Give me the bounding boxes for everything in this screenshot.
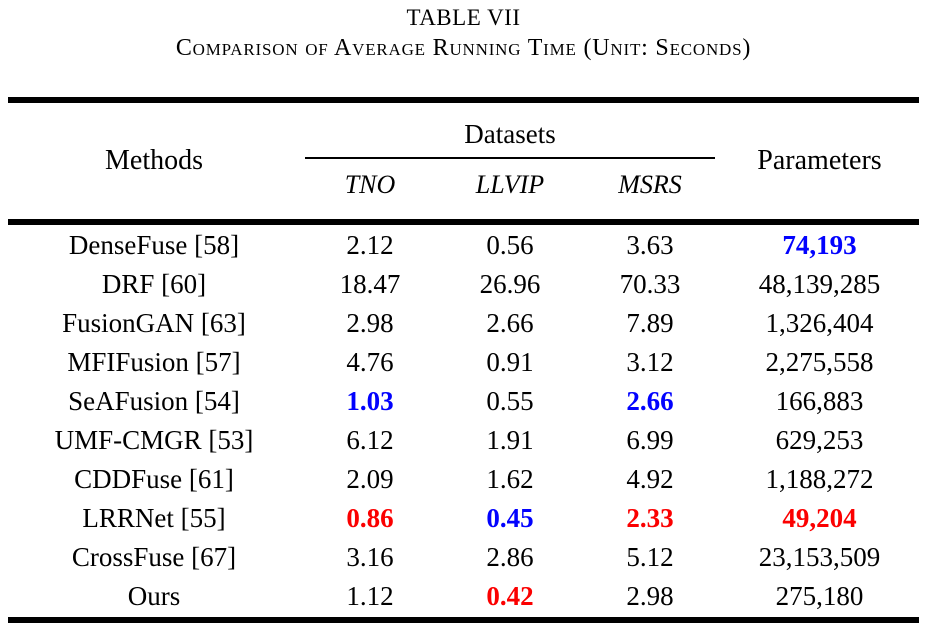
value-cell: 1.03 xyxy=(346,386,394,416)
methods-column-header: Methods xyxy=(105,145,203,176)
dataset-subheaders: TNO LLVIP MSRS xyxy=(300,159,720,211)
table-row: CrossFuse [67] 3.16 2.86 5.12 23,153,509 xyxy=(8,538,919,577)
table-row: CDDFuse [61] 2.09 1.62 4.92 1,188,272 xyxy=(8,460,919,499)
value-cell: 74,193 xyxy=(782,230,857,260)
value-cell: 1,326,404 xyxy=(765,308,874,338)
column-header-llvip: LLVIP xyxy=(475,170,545,199)
value-cell: 6.99 xyxy=(626,425,674,455)
datasets-group-rule xyxy=(305,157,715,159)
value-cell: 4.76 xyxy=(346,347,394,377)
value-cell: 2.66 xyxy=(486,308,534,338)
value-cell: 2.86 xyxy=(486,542,534,572)
table-row: SeAFusion [54] 1.03 0.55 2.66 166,883 xyxy=(8,382,919,421)
value-cell: 18.47 xyxy=(339,269,401,299)
value-cell: 26.96 xyxy=(479,269,541,299)
value-cell: 275,180 xyxy=(775,581,864,611)
method-cell: FusionGAN [63] xyxy=(62,308,246,338)
value-cell: 2.12 xyxy=(346,230,394,260)
table-row: UMF-CMGR [53] 6.12 1.91 6.99 629,253 xyxy=(8,421,919,460)
parameters-column-header: Parameters xyxy=(757,145,882,176)
bottom-rule xyxy=(8,617,919,623)
value-cell: 0.42 xyxy=(486,581,534,611)
value-cell: 5.12 xyxy=(626,542,674,572)
value-cell: 166,883 xyxy=(775,386,864,416)
mid-rule xyxy=(8,219,919,225)
method-cell: CDDFuse [61] xyxy=(74,464,234,494)
method-cell: LRRNet [55] xyxy=(82,503,226,533)
value-cell: 3.16 xyxy=(346,542,394,572)
value-cell: 0.56 xyxy=(486,230,534,260)
table-caption-text: Comparison of Average Running Time (Unit… xyxy=(175,35,752,61)
value-cell: 2.66 xyxy=(626,386,674,416)
value-cell: 1.62 xyxy=(486,464,534,494)
value-cell: 0.55 xyxy=(486,386,534,416)
value-cell: 70.33 xyxy=(619,269,681,299)
results-table: DenseFuse [58] 2.12 0.56 3.63 74,193 DRF [60]… xyxy=(8,226,919,616)
value-cell: 629,253 xyxy=(775,425,864,455)
table-body: DenseFuse [58] 2.12 0.56 3.63 74,193 DRF [60]… xyxy=(8,226,919,616)
table-caption-block: TABLE VII Comparison of Average Running … xyxy=(0,0,927,63)
value-cell: 3.63 xyxy=(626,230,674,260)
value-cell: 2,275,558 xyxy=(765,347,874,377)
value-cell: 1.91 xyxy=(486,425,534,455)
datasets-column-group: Datasets TNO LLVIP MSRS xyxy=(300,111,720,211)
table-row: FusionGAN [63] 2.98 2.66 7.89 1,326,404 xyxy=(8,304,919,343)
value-cell: 0.91 xyxy=(486,347,534,377)
table-row: DRF [60] 18.47 26.96 70.33 48,139,285 xyxy=(8,265,919,304)
table-row: LRRNet [55] 0.86 0.45 2.33 49,204 xyxy=(8,499,919,538)
method-cell: DRF [60] xyxy=(101,269,207,299)
method-cell: CrossFuse [67] xyxy=(71,542,237,572)
table-row: DenseFuse [58] 2.12 0.56 3.63 74,193 xyxy=(8,226,919,265)
value-cell: 2.98 xyxy=(346,308,394,338)
value-cell: 4.92 xyxy=(626,464,674,494)
value-cell: 2.09 xyxy=(346,464,394,494)
method-cell: SeAFusion [54] xyxy=(68,386,240,416)
table-row: MFIFusion [57] 4.76 0.91 3.12 2,275,558 xyxy=(8,343,919,382)
value-cell: 49,204 xyxy=(782,503,857,533)
value-cell: 23,153,509 xyxy=(758,542,881,572)
column-header-tno: TNO xyxy=(344,170,396,199)
datasets-group-header: Datasets xyxy=(464,119,556,149)
column-header-msrs: MSRS xyxy=(618,170,682,199)
method-cell: MFIFusion [57] xyxy=(67,347,241,377)
value-cell: 2.98 xyxy=(626,581,674,611)
value-cell: 7.89 xyxy=(626,308,674,338)
value-cell: 1,188,272 xyxy=(765,464,874,494)
method-cell: Ours xyxy=(127,581,181,611)
table-row: Ours 1.12 0.42 2.98 275,180 xyxy=(8,577,919,616)
value-cell: 2.33 xyxy=(626,503,674,533)
value-cell: 0.45 xyxy=(486,503,534,533)
value-cell: 48,139,285 xyxy=(758,269,881,299)
value-cell: 1.12 xyxy=(346,581,394,611)
table-number: TABLE VII xyxy=(406,5,521,30)
value-cell: 6.12 xyxy=(346,425,394,455)
method-cell: UMF-CMGR [53] xyxy=(54,425,254,455)
method-cell: DenseFuse [58] xyxy=(68,230,240,260)
table-header: Methods Datasets TNO LLVIP MSRS Paramete… xyxy=(8,103,919,219)
value-cell: 0.86 xyxy=(346,503,394,533)
value-cell: 3.12 xyxy=(626,347,674,377)
top-rule xyxy=(8,97,919,103)
